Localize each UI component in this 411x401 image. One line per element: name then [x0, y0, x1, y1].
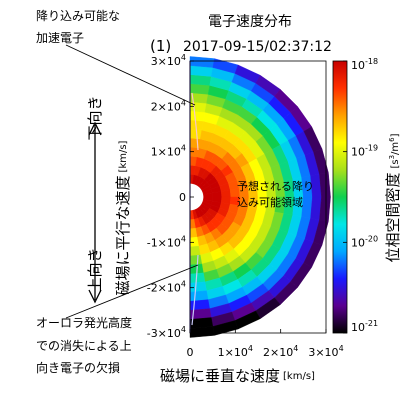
- y-tick-label: -2×104: [147, 280, 186, 295]
- colorbar-title-group: 位相空間密度[s3/m6]: [384, 133, 402, 262]
- colorbar-title: 位相空間密度[s3/m6]: [384, 133, 402, 262]
- x-tick-label: 0: [187, 346, 194, 359]
- colorbar-tick-label: 10-18: [351, 57, 378, 72]
- annotation-accelerated-line1: 降り込み可能な: [36, 9, 120, 23]
- annotation-loss-line2: での消失による上: [36, 338, 132, 353]
- x-tick-label: 2×104: [263, 344, 298, 359]
- y-tick-label: 0: [179, 191, 186, 204]
- chart-title: 電子速度分布: [208, 14, 292, 30]
- y-tick-label: 3×104: [151, 53, 186, 68]
- annotation-region-line2: 込み可能領域: [237, 195, 303, 209]
- heatmap-cell: [319, 172, 331, 198]
- heatmap-cell: [189, 281, 207, 293]
- colorbar: 10-18 10-19 10-20 10-21 位相空間密度[s3/m6]: [332, 57, 402, 334]
- colorbar-ticks: 10-18 10-19 10-20 10-21: [343, 57, 378, 334]
- colorbar-tick-label: 10-21: [351, 319, 378, 334]
- y-tick-label: 2×104: [151, 98, 186, 113]
- x-tick-label: 1×104: [218, 344, 253, 359]
- y-tick-label: -1×104: [147, 234, 186, 249]
- annotation-loss-line1: オーロラ発光高度: [36, 315, 132, 330]
- label-downward: 下向き: [86, 95, 104, 140]
- x-tick-label: 3×104: [308, 344, 343, 359]
- rim-marker-bottom: [191, 254, 199, 326]
- y-axis-title: 磁場に平行な速度[km/s]: [114, 140, 132, 295]
- heatmap-cell: [189, 245, 201, 257]
- annotation-loss-leader: [65, 264, 199, 319]
- colorbar-scale: [332, 60, 348, 334]
- panel-label: (1): [150, 37, 171, 55]
- plot-area: 3×104 2×104 1×104 0 -1×104 -2×104 -3×104 0 1×10…: [147, 53, 344, 359]
- label-upward: 上向き: [86, 247, 104, 292]
- heatmap-cell: [189, 254, 203, 266]
- arrow-head-up: [88, 121, 102, 136]
- colorbar-tick-label: 10-20: [351, 234, 378, 249]
- x-axis-ticks: 0 1×104 2×104 3×104: [187, 329, 344, 359]
- annotation-loss-line3: 向き電子の欠損: [36, 360, 120, 375]
- heatmap-cells: [189, 56, 331, 338]
- y-tick-label: 1×104: [151, 144, 186, 159]
- heatmap-cell: [189, 272, 206, 284]
- x-axis-title: 磁場に垂直な速度 [km/s]: [160, 367, 315, 385]
- arrow-head-down: [88, 289, 102, 304]
- y-axis-title-group: 磁場に平行な速度[km/s]: [114, 140, 132, 295]
- annotation-accelerated-leader: [65, 44, 196, 106]
- timestamp: 2017-09-15/02:37:12: [183, 39, 332, 55]
- annotation-accelerated-line2: 加速電子: [36, 31, 84, 45]
- direction-arrow: [88, 121, 102, 304]
- colorbar-tick-label: 10-19: [351, 144, 378, 159]
- y-axis-ticks: 3×104 2×104 1×104 0 -1×104 -2×104 -3×104: [147, 53, 194, 340]
- heatmap-cell: [189, 110, 206, 122]
- heatmap-cell: [189, 56, 215, 68]
- heatmap-cell: [189, 290, 209, 302]
- heatmap-cell: [189, 137, 201, 149]
- heatmap-cell: [319, 196, 331, 222]
- rim-marker-top: [191, 92, 199, 151]
- heatmap-cell: [189, 326, 215, 338]
- y-tick-label: -3×104: [147, 325, 186, 340]
- annotation-region-line1: 予想される降り: [237, 179, 314, 193]
